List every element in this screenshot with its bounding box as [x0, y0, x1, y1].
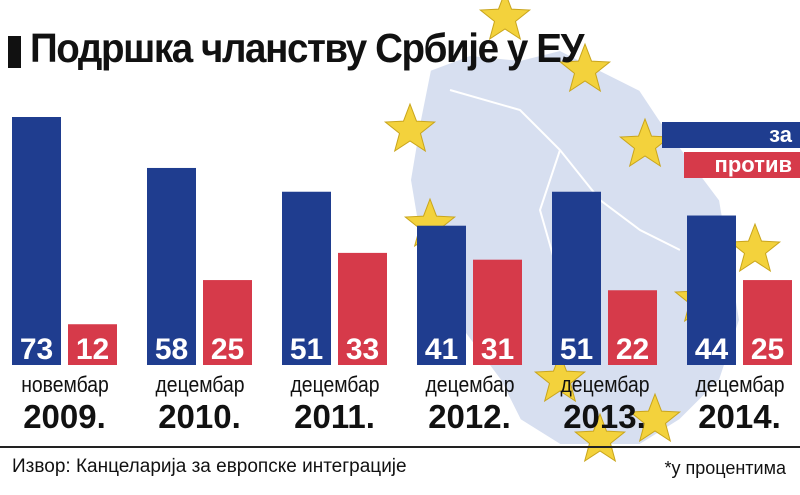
category-year-label: 2011.	[294, 398, 375, 435]
value-label-za-1: 58	[155, 333, 188, 366]
value-label-za-0: 73	[20, 333, 53, 366]
bar-protiv-4	[608, 290, 657, 365]
category-year-label: 2012.	[428, 398, 511, 435]
bar-za-2	[282, 191, 331, 365]
legend-za: за	[662, 122, 800, 148]
category-year-label: 2013.	[563, 398, 646, 435]
category-month-label: децембар	[425, 372, 514, 397]
value-label-protiv-1: 25	[211, 333, 244, 366]
bar-za-5	[687, 215, 736, 365]
bar-za-0	[12, 117, 61, 365]
category-year-label: 2009.	[23, 398, 106, 435]
legend-protiv: против	[684, 152, 800, 178]
category-month-label: децембар	[155, 372, 244, 397]
value-label-za-3: 41	[425, 333, 458, 366]
category-year-label: 2010.	[158, 398, 241, 435]
eu-star-icon	[558, 42, 612, 93]
value-label-za-2: 51	[290, 333, 323, 366]
bar-protiv-0	[68, 324, 117, 365]
eu-star-icon	[728, 222, 782, 273]
category-month-label: новембар	[20, 372, 109, 397]
bar-protiv-5	[743, 280, 792, 365]
category-month-label: децембар	[560, 372, 649, 397]
bar-za-4	[552, 191, 601, 365]
bar-protiv-1	[203, 280, 252, 365]
value-label-protiv-2: 33	[346, 333, 379, 366]
eu-stars	[383, 0, 782, 463]
category-year-label: 2014.	[698, 398, 781, 435]
title-marker	[8, 36, 21, 68]
source-text: Извор: Канцеларија за европске интеграци…	[12, 456, 407, 477]
eu-star-icon	[628, 392, 682, 443]
unit-note: *у процентима	[664, 458, 786, 478]
category-month-label: децембар	[290, 372, 379, 397]
value-label-protiv-4: 22	[616, 333, 649, 366]
eu-star-icon	[533, 352, 587, 403]
value-label-protiv-0: 12	[76, 333, 109, 366]
value-label-protiv-5: 25	[751, 333, 784, 366]
value-label-protiv-3: 31	[481, 333, 514, 366]
bar-za-1	[147, 167, 196, 365]
footer-divider	[0, 446, 800, 448]
category-month-label: децембар	[695, 372, 784, 397]
value-label-za-5: 44	[695, 333, 729, 366]
eu-star-icon	[383, 102, 437, 153]
bar-protiv-2	[338, 252, 387, 365]
bar-za-3	[417, 225, 466, 365]
page-title: Подршка чланству Србије у ЕУ	[30, 25, 585, 71]
bar-protiv-3	[473, 259, 522, 365]
eu-star-icon	[478, 0, 532, 41]
value-label-za-4: 51	[560, 333, 593, 366]
eu-star-icon	[573, 412, 627, 463]
